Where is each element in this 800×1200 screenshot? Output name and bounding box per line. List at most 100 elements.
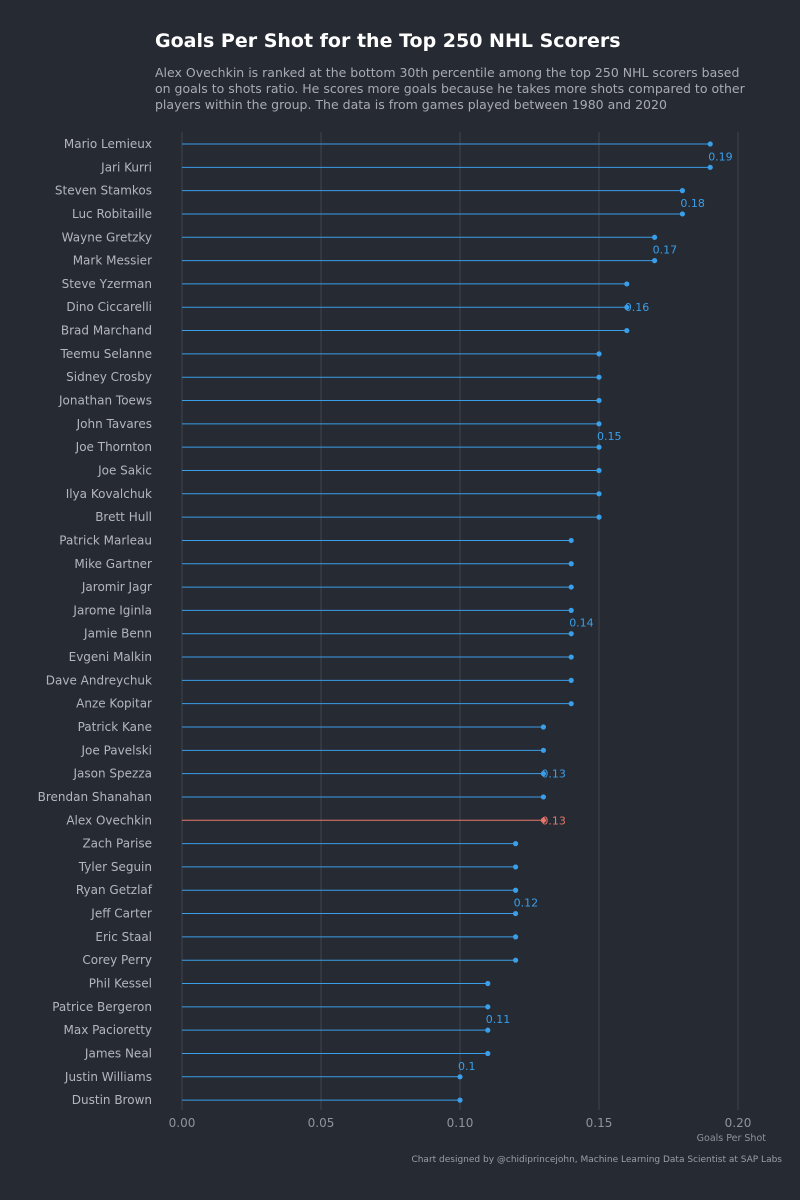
- player-label: Mario Lemieux: [64, 137, 152, 151]
- value-label: 0.1: [458, 1060, 476, 1073]
- x-tick-label: 0.10: [447, 1116, 474, 1130]
- player-label: Zach Parise: [82, 837, 152, 851]
- player-label: Jeff Carter: [90, 907, 152, 921]
- dot-dino-ciccarelli: [624, 304, 630, 310]
- dot-alex-ovechkin: [540, 817, 547, 823]
- dot-zach-parise: [513, 841, 519, 847]
- dot-mike-gartner: [568, 561, 574, 567]
- player-label: Jaromir Jagr: [81, 580, 152, 594]
- value-label: 0.11: [486, 1013, 511, 1026]
- player-label: Anze Kopitar: [76, 697, 152, 711]
- dot-anze-kopitar: [568, 701, 574, 707]
- value-label: 0.15: [597, 430, 622, 443]
- player-label: Eric Staal: [95, 930, 152, 944]
- player-label: Mike Gartner: [74, 557, 152, 571]
- value-label: 0.13: [541, 814, 566, 827]
- player-label: Brendan Shanahan: [38, 790, 152, 804]
- dot-steve-yzerman: [624, 281, 630, 287]
- player-label: Joe Pavelski: [81, 743, 152, 757]
- dot-evgeni-malkin: [568, 654, 574, 660]
- chart-title: Goals Per Shot for the Top 250 NHL Score…: [155, 30, 621, 52]
- player-label: Brad Marchand: [61, 324, 152, 338]
- player-label: Tyler Seguin: [78, 860, 152, 874]
- player-label: Dave Andreychuk: [46, 673, 152, 687]
- dot-patrick-kane: [540, 724, 547, 730]
- lollipop-dots: [457, 141, 713, 1103]
- player-label: Max Pacioretty: [63, 1023, 152, 1037]
- chart-subtitle: Alex Ovechkin is ranked at the bottom 30…: [155, 65, 745, 112]
- player-label: Phil Kessel: [89, 977, 152, 991]
- player-label: Joe Sakic: [97, 463, 152, 477]
- dot-joe-thornton: [596, 444, 602, 450]
- dot-steven-stamkos: [679, 188, 686, 194]
- chart-credit: Chart designed by @chidiprincejohn, Mach…: [411, 1155, 782, 1165]
- x-tick-label: 0.15: [586, 1116, 613, 1130]
- value-label: 0.17: [653, 244, 678, 257]
- player-label: Jarome Iginla: [72, 603, 152, 617]
- x-tick-label: 0.00: [169, 1116, 196, 1130]
- player-label: Jason Spezza: [73, 767, 152, 781]
- dot-jeff-carter: [513, 910, 519, 917]
- grid-lines: [181, 132, 739, 1110]
- value-label: 0.13: [541, 768, 566, 781]
- player-label: Corey Perry: [82, 953, 152, 967]
- dot-justin-williams: [457, 1074, 463, 1080]
- player-label: Justin Williams: [64, 1070, 152, 1084]
- player-label: Ryan Getzlaf: [76, 883, 153, 897]
- x-axis-title: Goals Per Shot: [697, 1133, 767, 1144]
- value-label: 0.12: [514, 897, 539, 910]
- dot-mark-messier: [652, 258, 658, 264]
- dot-mario-lemieux: [707, 141, 713, 147]
- value-label: 0.19: [708, 150, 733, 163]
- dot-jamie-benn: [568, 631, 574, 637]
- x-tick-label: 0.05: [308, 1116, 335, 1130]
- player-label: Steven Stamkos: [55, 184, 152, 198]
- dot-jason-spezza: [540, 771, 547, 777]
- lollipop-stems: [182, 143, 711, 1101]
- dot-patrice-bergeron: [485, 1004, 491, 1010]
- player-label: Sidney Crosby: [66, 370, 152, 384]
- player-label: James Neal: [84, 1046, 152, 1060]
- player-label: Steve Yzerman: [62, 277, 152, 291]
- dot-brad-marchand: [624, 327, 630, 334]
- player-label: John Tavares: [76, 417, 152, 431]
- dot-dustin-brown: [457, 1097, 463, 1103]
- player-label: Patrice Bergeron: [52, 1000, 152, 1014]
- player-label: Patrick Marleau: [59, 533, 152, 547]
- dot-teemu-selanne: [596, 351, 602, 357]
- dot-luc-robitaille: [679, 211, 686, 217]
- dot-joe-sakic: [596, 467, 602, 474]
- dot-wayne-gretzky: [652, 234, 658, 240]
- player-label: Evgeni Malkin: [69, 650, 152, 664]
- player-label: Ilya Kovalchuk: [66, 487, 152, 501]
- dot-ryan-getzlaf: [513, 887, 519, 893]
- dot-jari-kurri: [707, 164, 713, 170]
- dot-dave-andreychuk: [568, 677, 574, 683]
- dot-eric-staal: [513, 934, 519, 940]
- player-label: Wayne Gretzky: [62, 230, 152, 244]
- player-label: Patrick Kane: [78, 720, 152, 734]
- dot-ilya-kovalchuk: [596, 491, 602, 497]
- dot-joe-pavelski: [540, 747, 547, 753]
- dot-tyler-seguin: [513, 864, 519, 870]
- player-label: Jamie Benn: [83, 627, 152, 641]
- player-label: Mark Messier: [73, 254, 152, 268]
- player-label: Jari Kurri: [100, 160, 152, 174]
- player-label: Luc Robitaille: [72, 207, 152, 221]
- dot-jonathan-toews: [596, 397, 602, 404]
- player-label: Joe Thornton: [75, 440, 152, 454]
- value-label: 0.18: [680, 197, 705, 210]
- value-labels: 0.19 0.18 0.17 0.16 0.15 0.14 0.13 0.13 0.12 0.11…: [458, 150, 733, 1072]
- value-label: 0.14: [569, 617, 594, 630]
- dot-jaromir-jagr: [568, 584, 574, 590]
- dot-phil-kessel: [485, 980, 491, 987]
- x-axis-ticks: 0.00 0.05 0.10 0.15 0.20: [169, 1116, 752, 1130]
- dot-brendan-shanahan: [540, 794, 547, 800]
- value-label: 0.16: [625, 301, 650, 314]
- x-tick-label: 0.20: [725, 1116, 752, 1130]
- dot-corey-perry: [513, 957, 519, 963]
- player-label: Dustin Brown: [72, 1093, 152, 1107]
- player-label: Alex Ovechkin: [66, 813, 152, 827]
- player-label: Teemu Selanne: [60, 347, 152, 361]
- player-label: Jonathan Toews: [58, 394, 152, 408]
